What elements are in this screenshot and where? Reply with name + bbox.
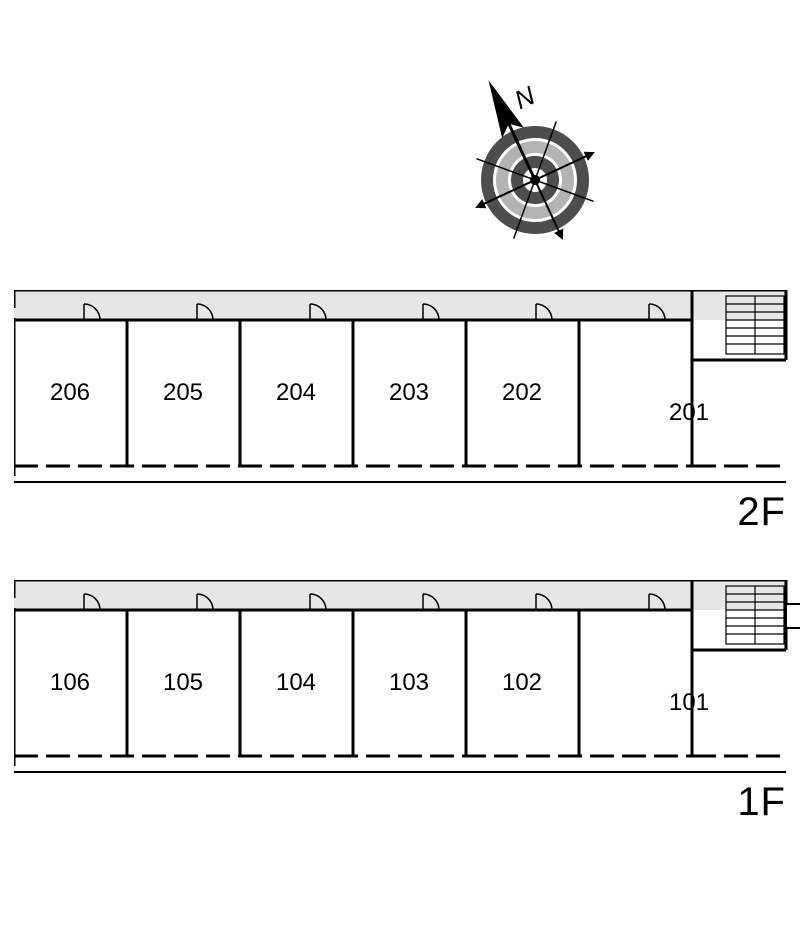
- unit-label: 101: [669, 689, 709, 716]
- floor-plan-page: N: [0, 0, 800, 941]
- unit-label: 203: [389, 379, 429, 406]
- floor-1f-plan: 106 105 104 103 102 101: [14, 580, 800, 780]
- unit-label: 206: [50, 379, 90, 406]
- unit-label: 104: [276, 669, 316, 696]
- floor-label: 1F: [737, 780, 786, 825]
- floor-2f: 206 205 204 203 202 201 2F: [14, 290, 786, 490]
- floor-label: 2F: [737, 490, 786, 535]
- unit-label: 102: [502, 669, 542, 696]
- unit-label: 106: [50, 669, 90, 696]
- unit-label: 205: [163, 379, 203, 406]
- unit-label: 105: [163, 669, 203, 696]
- compass: N: [430, 60, 640, 270]
- floor-1f: 106 105 104 103 102 101 1F: [14, 580, 786, 780]
- unit-label: 204: [276, 379, 316, 406]
- unit-label: 201: [669, 399, 709, 426]
- entrance-icon: [786, 604, 800, 628]
- compass-label: N: [510, 80, 540, 115]
- unit-label: 202: [502, 379, 542, 406]
- floor-2f-plan: 206 205 204 203 202 201: [14, 290, 800, 490]
- unit-label: 103: [389, 669, 429, 696]
- compass-icon: N: [430, 60, 640, 270]
